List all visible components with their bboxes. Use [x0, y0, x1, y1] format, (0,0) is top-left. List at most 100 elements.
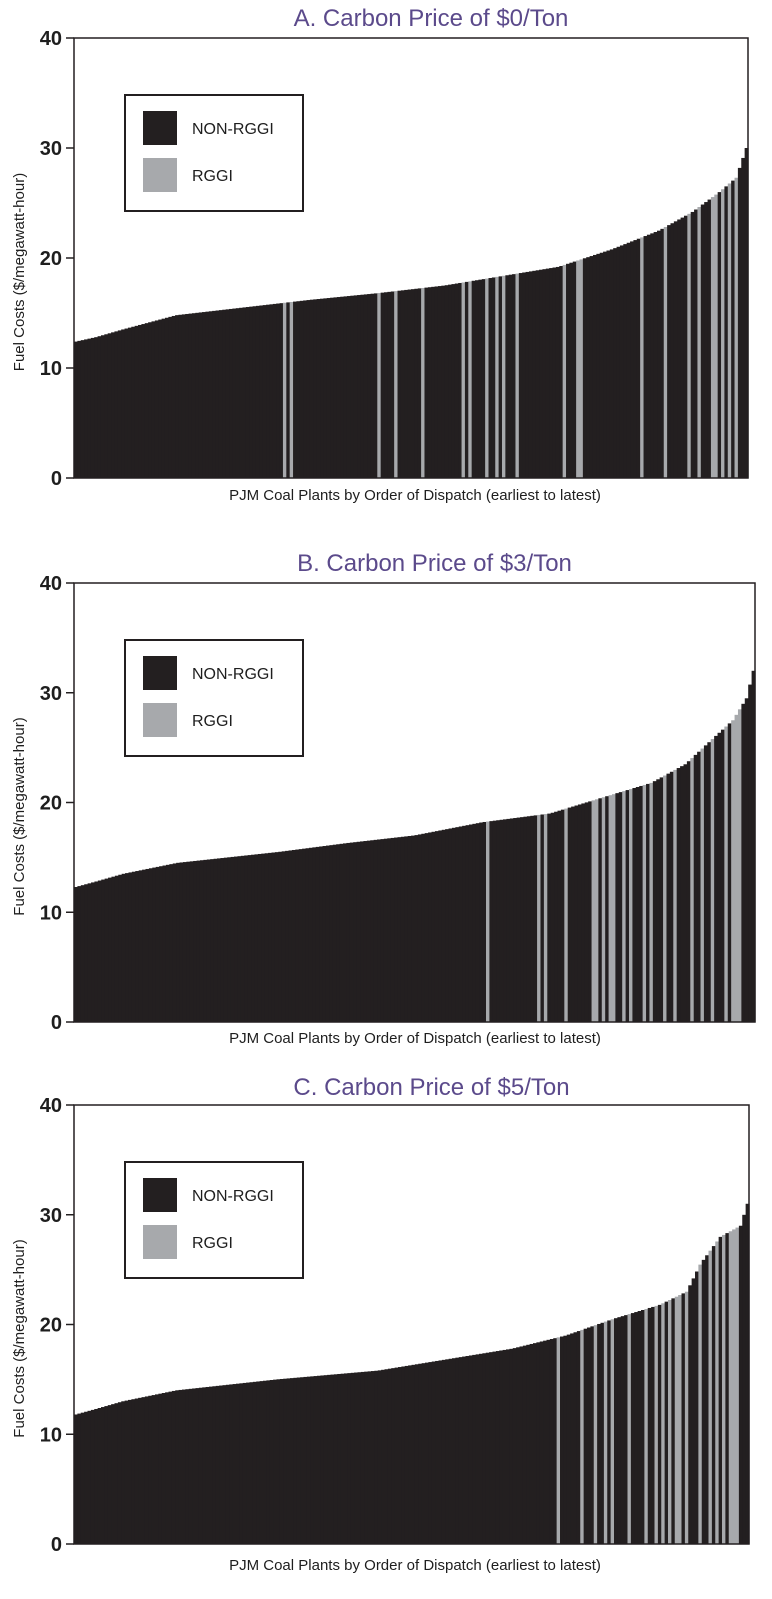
rggi-bar [622, 791, 627, 1022]
rggi-bar [515, 273, 520, 478]
non-rggi-bar [414, 288, 419, 478]
non-rggi-bar [641, 1310, 645, 1544]
non-rggi-bar [680, 766, 685, 1022]
rggi-bar [282, 302, 287, 478]
non-rggi-bar [259, 1381, 264, 1544]
non-rggi-bar [235, 308, 240, 478]
non-rggi-bar [582, 258, 587, 478]
non-rggi-bar [236, 1383, 240, 1544]
non-rggi-bar [111, 876, 116, 1022]
rggi-bar [289, 301, 294, 478]
non-rggi-bar [634, 1312, 639, 1544]
non-rggi-bar [101, 1407, 105, 1544]
non-rggi-bar [104, 334, 109, 478]
non-rggi-bar [458, 282, 463, 478]
non-rggi-bar [117, 1402, 122, 1544]
non-rggi-bar [300, 1377, 305, 1544]
non-rggi-bar [581, 803, 586, 1022]
rggi-bar [674, 1296, 679, 1544]
non-rggi-bar [196, 860, 201, 1022]
non-rggi-bar [263, 1380, 267, 1544]
chart-2-title: C. Carbon Price of $5/Ton [293, 1074, 569, 1101]
non-rggi-bar [107, 333, 112, 478]
rggi-bar [727, 183, 732, 479]
non-rggi-bar [229, 308, 233, 478]
non-rggi-bar [418, 1363, 423, 1544]
non-rggi-bar [664, 1301, 669, 1544]
non-rggi-bar [333, 1374, 338, 1544]
non-rggi-bar [281, 851, 286, 1022]
non-rggi-bar [526, 1344, 531, 1544]
non-rggi-bar [643, 236, 648, 478]
non-rggi-bar [560, 1336, 564, 1544]
non-rggi-bar [401, 1366, 406, 1544]
non-rggi-bar [138, 324, 142, 478]
non-rggi-bar [182, 1389, 186, 1544]
non-rggi-bar [285, 850, 290, 1022]
non-rggi-bar [387, 1368, 392, 1544]
non-rggi-bar [325, 845, 330, 1022]
non-rggi-bar [205, 311, 210, 478]
non-rggi-bar [203, 859, 208, 1022]
non-rggi-bar [572, 261, 577, 478]
non-rggi-bar [472, 1354, 477, 1544]
non-rggi-bar [384, 292, 389, 478]
non-rggi-bar [620, 1316, 625, 1544]
non-rggi-bar [605, 796, 610, 1022]
non-rggi-bar [387, 838, 392, 1022]
non-rggi-bar [306, 1376, 311, 1544]
non-rggi-bar [251, 854, 256, 1022]
non-rggi-bar [711, 1246, 716, 1544]
non-rggi-bar [498, 276, 503, 478]
non-rggi-bar [295, 849, 300, 1022]
non-rggi-bar [465, 825, 470, 1022]
rggi-bar [629, 789, 634, 1022]
rggi-bar [468, 281, 473, 478]
non-rggi-bar [353, 842, 358, 1022]
non-rggi-bar [77, 340, 82, 478]
non-rggi-bar [445, 829, 450, 1022]
non-rggi-bar [343, 296, 348, 478]
non-rggi-bar [475, 1354, 480, 1544]
non-rggi-bar [547, 813, 552, 1022]
non-rggi-bar [434, 286, 439, 478]
non-rggi-bar [688, 1285, 693, 1544]
non-rggi-bar [229, 1384, 234, 1544]
y-tick-label: 30 [40, 138, 62, 160]
non-rggi-bar [424, 287, 429, 478]
non-rggi-bar [108, 877, 113, 1022]
non-rggi-bar [234, 856, 239, 1022]
non-rggi-bar [700, 204, 705, 479]
legend-swatch-non-rggi [143, 111, 177, 145]
chart-b: B. Carbon Price of $3/Ton 0 10 20 30 40 Fuel C… [11, 550, 756, 1047]
non-rggi-bar [101, 879, 106, 1022]
legend-swatch-non-rggi [143, 656, 177, 690]
rggi-bar [562, 264, 567, 478]
non-rggi-bar [546, 1339, 551, 1544]
non-rggi-bar [188, 313, 193, 478]
non-rggi-bar [225, 309, 230, 478]
non-rggi-bar [482, 1353, 487, 1544]
non-rggi-bar [227, 857, 232, 1022]
non-rggi-bar [697, 751, 702, 1022]
non-rggi-bar [592, 254, 597, 478]
non-rggi-bar [624, 1315, 629, 1544]
non-rggi-bar [458, 826, 463, 1022]
non-rggi-bar [707, 199, 712, 478]
non-rggi-bar [566, 1334, 571, 1544]
non-rggi-bar [271, 852, 276, 1022]
non-rggi-bar [523, 816, 528, 1022]
non-rggi-bar [232, 1384, 237, 1544]
non-rggi-bar [519, 1346, 524, 1544]
non-rggi-bar [492, 820, 497, 1022]
y-tick-label: 30 [40, 1205, 62, 1227]
rggi-bar [485, 278, 490, 478]
non-rggi-bar [323, 298, 328, 478]
rggi-bar [576, 260, 581, 478]
non-rggi-bar [242, 1382, 247, 1544]
non-rggi-bar [417, 834, 422, 1022]
non-rggi-bar [571, 806, 576, 1022]
non-rggi-bar [320, 1375, 325, 1544]
non-rggi-bar [104, 1406, 109, 1544]
rggi-bar [501, 275, 506, 478]
